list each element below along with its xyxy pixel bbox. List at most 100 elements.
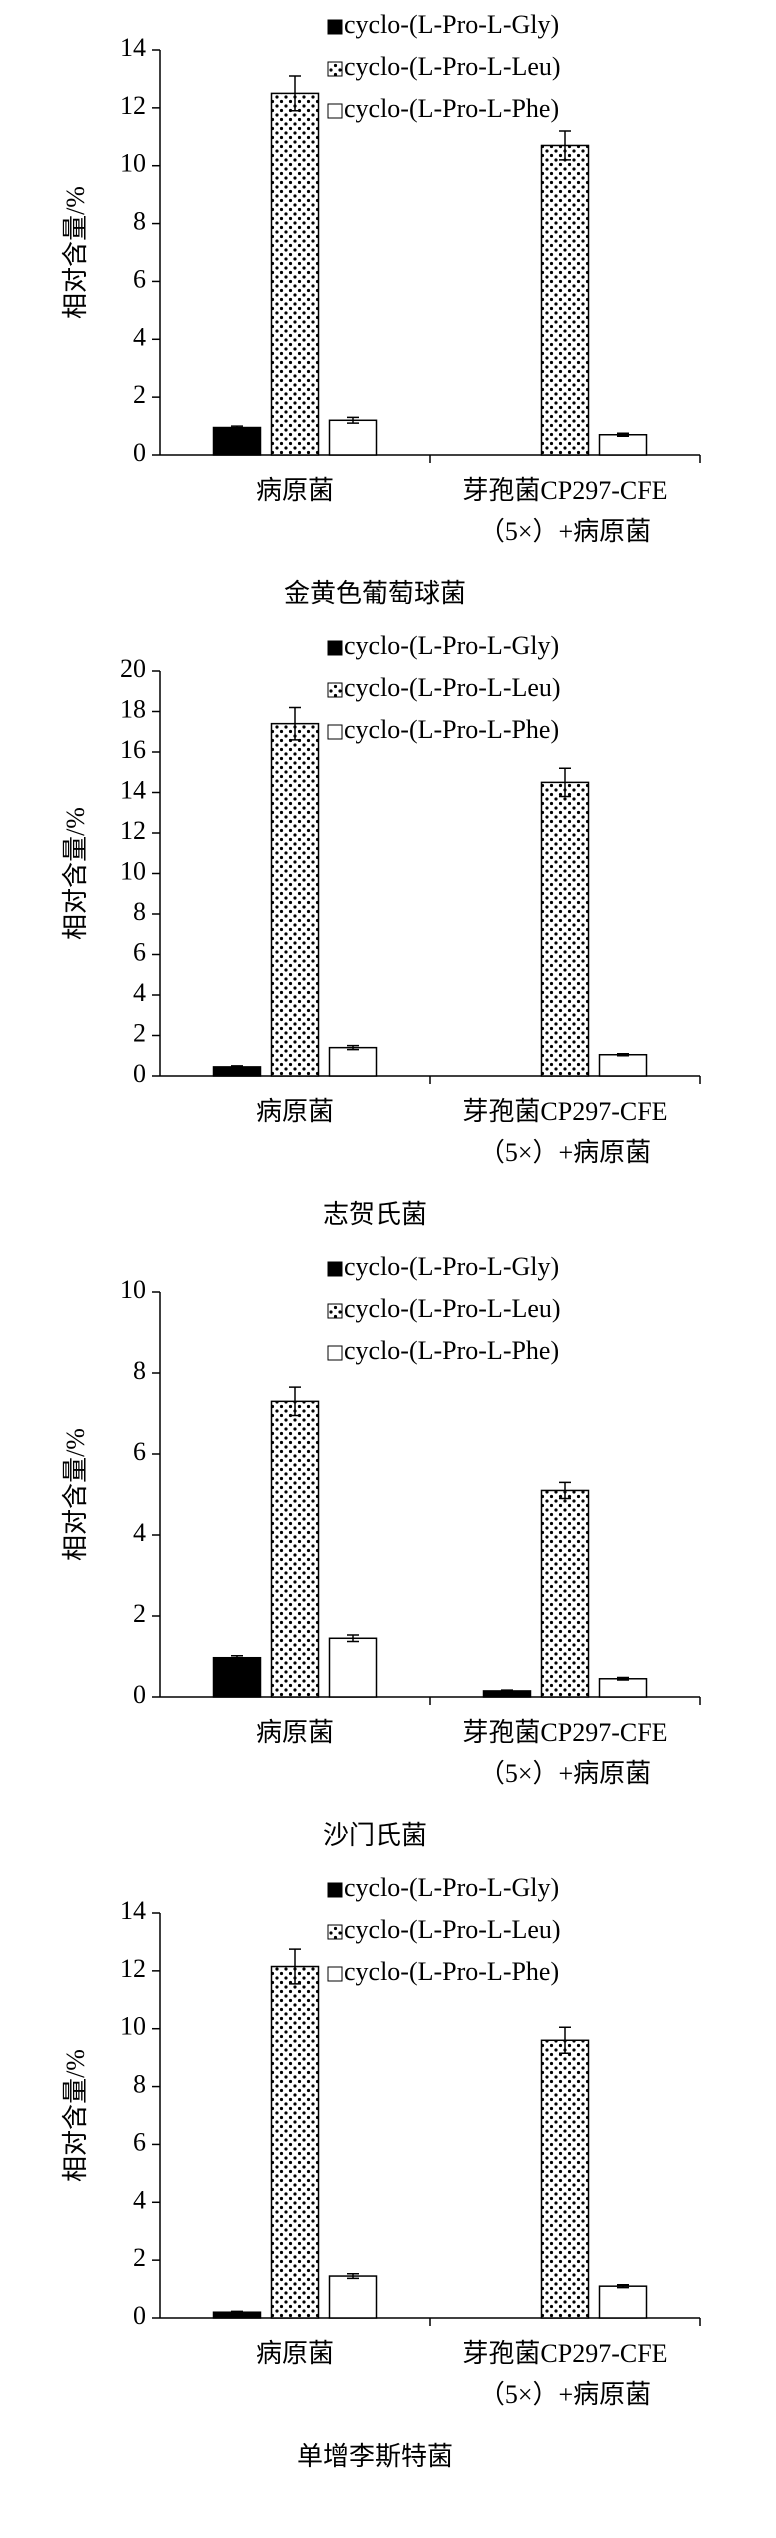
- bar: [598, 434, 648, 456]
- bar: [328, 2275, 378, 2319]
- y-tick-label: 2: [133, 1599, 146, 1628]
- chart-title: 志贺氏菌: [323, 1200, 427, 1229]
- legend-label: cyclo-(L-Pro-L-Leu): [344, 52, 561, 81]
- y-tick-label: 2: [133, 2243, 146, 2272]
- chart: 0 2 4 6 8 10 12 14 相对含量/% 病原菌 芽孢菌CP297-CFE （5×）+病原菌…: [61, 10, 701, 608]
- legend-label: cyclo-(L-Pro-L-Leu): [344, 1915, 561, 1944]
- legend-swatch: [327, 640, 343, 656]
- bar: [328, 1637, 378, 1698]
- legend-label: cyclo-(L-Pro-L-Gly): [344, 1873, 559, 1902]
- y-tick-label: 8: [133, 1356, 146, 1385]
- bar: [540, 2039, 590, 2319]
- legend-swatch: [327, 682, 343, 698]
- legend-swatch: [327, 1261, 343, 1277]
- x-tick-label: 病原菌: [256, 476, 334, 505]
- bar: [328, 419, 378, 456]
- legend-swatch: [327, 724, 343, 740]
- bar: [598, 2285, 648, 2319]
- y-tick-label: 16: [120, 735, 146, 764]
- error-bar: [347, 1044, 359, 1051]
- bar: [598, 1053, 648, 1077]
- legend-swatch: [327, 1345, 343, 1361]
- y-tick-label: 0: [133, 2301, 146, 2330]
- bar: [212, 1656, 262, 1698]
- y-tick-label: 8: [133, 897, 146, 926]
- y-tick-label: 14: [120, 1896, 146, 1925]
- bar: [270, 1400, 320, 1698]
- y-axis-label: 相对含量/%: [61, 807, 90, 940]
- y-tick-label: 2: [133, 380, 146, 409]
- chart-title: 金黄色葡萄球菌: [284, 579, 466, 608]
- bar: [540, 781, 590, 1077]
- x-tick-label: 芽孢菌CP297-CFE （5×）+病原菌: [462, 1718, 667, 1788]
- error-bar: [231, 425, 243, 430]
- error-bar: [347, 416, 359, 424]
- legend-swatch: [327, 19, 343, 35]
- y-tick-label: 12: [120, 1954, 146, 1983]
- y-tick-label: 10: [120, 2012, 146, 2041]
- chart: 0 2 4 6 8 10 相对含量/% 病原菌 芽孢菌CP297-CFE （5×）+病原菌 cycl…: [61, 1252, 701, 1850]
- legend-label: cyclo-(L-Pro-L-Leu): [344, 1294, 561, 1323]
- y-tick-label: 10: [120, 149, 146, 178]
- y-tick-label: 0: [133, 438, 146, 467]
- y-tick-label: 10: [120, 856, 146, 885]
- y-tick-label: 0: [133, 1680, 146, 1709]
- error-bar: [289, 706, 301, 741]
- y-axis-label: 相对含量/%: [61, 1428, 90, 1561]
- x-tick-label: 芽孢菌CP297-CFE （5×）+病原菌: [462, 1097, 667, 1167]
- x-tick-label: 病原菌: [256, 1718, 334, 1747]
- legend-swatch: [327, 1924, 343, 1940]
- y-axis-label: 相对含量/%: [61, 186, 90, 319]
- legend-label: cyclo-(L-Pro-L-Gly): [344, 10, 559, 39]
- y-tick-label: 4: [133, 322, 146, 351]
- bar: [212, 426, 262, 456]
- bar: [540, 144, 590, 456]
- error-bar: [559, 2026, 571, 2055]
- y-tick-label: 6: [133, 937, 146, 966]
- chart: 0 2 4 6 8 10 12 14 16 18 20 相对含量/% 病原菌 芽孢菌CP297-CFE （5…: [61, 631, 701, 1229]
- error-bar: [617, 1052, 629, 1057]
- y-tick-label: 2: [133, 1018, 146, 1047]
- chart: 0 2 4 6 8 10 12 14 相对含量/% 病原菌 芽孢菌CP297-CFE （5×）+病原菌…: [61, 1873, 701, 2471]
- legend-label: cyclo-(L-Pro-L-Gly): [344, 631, 559, 660]
- y-tick-label: 12: [120, 91, 146, 120]
- error-bar: [289, 1948, 301, 1985]
- bar: [328, 1046, 378, 1077]
- y-tick-label: 12: [120, 816, 146, 845]
- y-tick-label: 6: [133, 2127, 146, 2156]
- legend-swatch: [327, 1303, 343, 1319]
- legend-swatch: [327, 1966, 343, 1982]
- error-bar: [559, 130, 571, 161]
- y-tick-label: 18: [120, 694, 146, 723]
- legend-label: cyclo-(L-Pro-L-Gly): [344, 1252, 559, 1281]
- x-tick-label: 病原菌: [256, 1097, 334, 1126]
- error-bar: [617, 432, 629, 437]
- error-bar: [617, 1676, 629, 1681]
- y-tick-label: 4: [133, 2185, 146, 2214]
- y-tick-label: 8: [133, 207, 146, 236]
- y-tick-label: 6: [133, 1437, 146, 1466]
- chart-title: 沙门氏菌: [323, 1821, 427, 1850]
- error-bar: [559, 1481, 571, 1500]
- error-bar: [559, 767, 571, 798]
- legend-label: cyclo-(L-Pro-L-Phe): [344, 1957, 559, 1986]
- legend-label: cyclo-(L-Pro-L-Phe): [344, 94, 559, 123]
- error-bar: [347, 2272, 359, 2280]
- error-bar: [347, 1634, 359, 1643]
- error-bar: [231, 1065, 243, 1069]
- error-bar: [231, 2310, 243, 2314]
- legend-label: cyclo-(L-Pro-L-Phe): [344, 1336, 559, 1365]
- error-bar: [231, 1654, 243, 1661]
- legend-swatch: [327, 61, 343, 77]
- error-bar: [501, 1689, 513, 1693]
- bar: [270, 1965, 320, 2319]
- y-tick-label: 4: [133, 1518, 146, 1547]
- legend-swatch: [327, 1882, 343, 1898]
- y-axis-label: 相对含量/%: [61, 2049, 90, 2182]
- bar: [540, 1489, 590, 1698]
- y-tick-label: 6: [133, 264, 146, 293]
- error-bar: [289, 75, 301, 112]
- bar: [270, 722, 320, 1077]
- y-tick-label: 0: [133, 1059, 146, 1088]
